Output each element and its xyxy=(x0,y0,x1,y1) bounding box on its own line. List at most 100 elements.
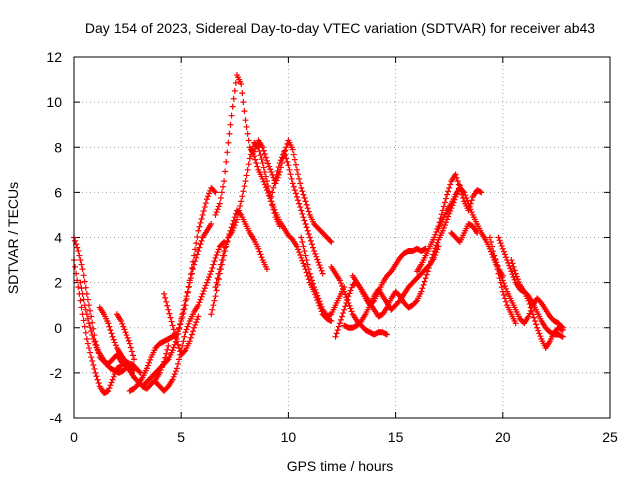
data-point xyxy=(212,211,219,218)
data-point xyxy=(257,251,264,258)
data-point xyxy=(341,306,348,313)
data-point xyxy=(147,356,154,363)
data-point xyxy=(206,273,213,280)
data-point xyxy=(265,160,272,167)
data-point xyxy=(347,305,354,312)
data-point xyxy=(430,251,437,258)
data-point xyxy=(222,168,229,175)
data-point xyxy=(213,287,220,294)
data-point xyxy=(298,207,305,214)
data-point xyxy=(218,261,225,268)
data-point xyxy=(258,254,265,261)
data-point xyxy=(144,362,151,369)
data-point xyxy=(335,323,342,330)
data-point xyxy=(498,274,505,281)
data-point xyxy=(112,342,119,349)
data-point xyxy=(221,178,228,185)
data-point xyxy=(215,203,222,210)
data-point xyxy=(79,266,86,273)
data-point xyxy=(253,143,260,150)
data-point xyxy=(263,266,270,273)
data-point xyxy=(559,327,566,334)
data-point xyxy=(83,311,90,318)
data-point xyxy=(434,239,441,246)
data-point xyxy=(226,231,233,238)
data-point xyxy=(93,373,100,380)
data-point xyxy=(289,146,296,153)
data-point xyxy=(298,254,305,261)
data-point xyxy=(205,276,211,283)
data-point xyxy=(315,295,322,302)
data-point xyxy=(203,279,210,286)
data-point xyxy=(433,228,440,235)
data-point xyxy=(318,303,325,310)
data-point xyxy=(304,261,311,268)
data-point xyxy=(188,264,195,271)
x-tick-label: 25 xyxy=(602,429,618,445)
data-point xyxy=(271,180,278,187)
data-point xyxy=(525,297,532,304)
data-point xyxy=(225,139,232,146)
data-point xyxy=(515,279,522,286)
y-tick-label: 6 xyxy=(54,184,62,200)
series-t25 xyxy=(495,234,566,340)
data-point xyxy=(82,306,89,313)
y-tick-label: 0 xyxy=(54,320,62,336)
data-point xyxy=(78,261,85,268)
data-point xyxy=(342,291,349,298)
y-tick-label: 4 xyxy=(54,230,62,246)
data-point xyxy=(299,188,306,195)
data-point xyxy=(292,161,299,168)
data-point xyxy=(290,151,297,158)
data-point xyxy=(529,311,536,318)
data-point xyxy=(262,154,269,161)
data-point xyxy=(498,242,505,249)
x-tick-label: 5 xyxy=(177,429,185,445)
data-point xyxy=(169,322,176,329)
data-point xyxy=(182,329,189,336)
data-point xyxy=(194,251,201,258)
data-point xyxy=(455,181,462,188)
data-point xyxy=(91,365,98,372)
data-point xyxy=(171,330,178,337)
data-point xyxy=(88,313,95,320)
data-point xyxy=(194,233,201,240)
data-point xyxy=(327,237,334,244)
data-point xyxy=(419,285,426,292)
y-tick-label: 12 xyxy=(46,49,62,65)
data-point xyxy=(188,270,195,277)
data-point xyxy=(293,193,300,200)
data-point xyxy=(301,248,308,255)
data-point xyxy=(310,280,317,287)
data-point xyxy=(202,200,209,207)
data-point xyxy=(72,263,79,270)
data-point xyxy=(424,268,431,275)
data-point xyxy=(445,188,452,195)
data-point xyxy=(341,288,348,295)
data-point xyxy=(185,320,192,327)
data-point xyxy=(242,117,249,124)
data-point xyxy=(497,271,504,278)
data-point xyxy=(106,323,113,330)
data-point xyxy=(202,282,209,289)
data-point xyxy=(174,341,181,348)
data-point xyxy=(293,166,300,173)
series-t22 xyxy=(448,220,481,246)
data-point xyxy=(89,332,96,339)
data-point xyxy=(296,175,303,182)
data-point xyxy=(275,163,282,170)
data-point xyxy=(488,239,495,246)
data-point xyxy=(181,348,188,355)
data-point xyxy=(106,385,113,392)
data-point xyxy=(200,207,207,214)
data-point xyxy=(238,81,245,88)
data-point xyxy=(316,298,323,305)
data-point xyxy=(500,292,507,299)
data-point xyxy=(120,323,127,330)
data-point xyxy=(346,290,353,297)
data-point xyxy=(238,198,245,205)
data-point xyxy=(253,160,260,167)
data-point xyxy=(205,193,211,200)
data-point xyxy=(495,234,502,241)
